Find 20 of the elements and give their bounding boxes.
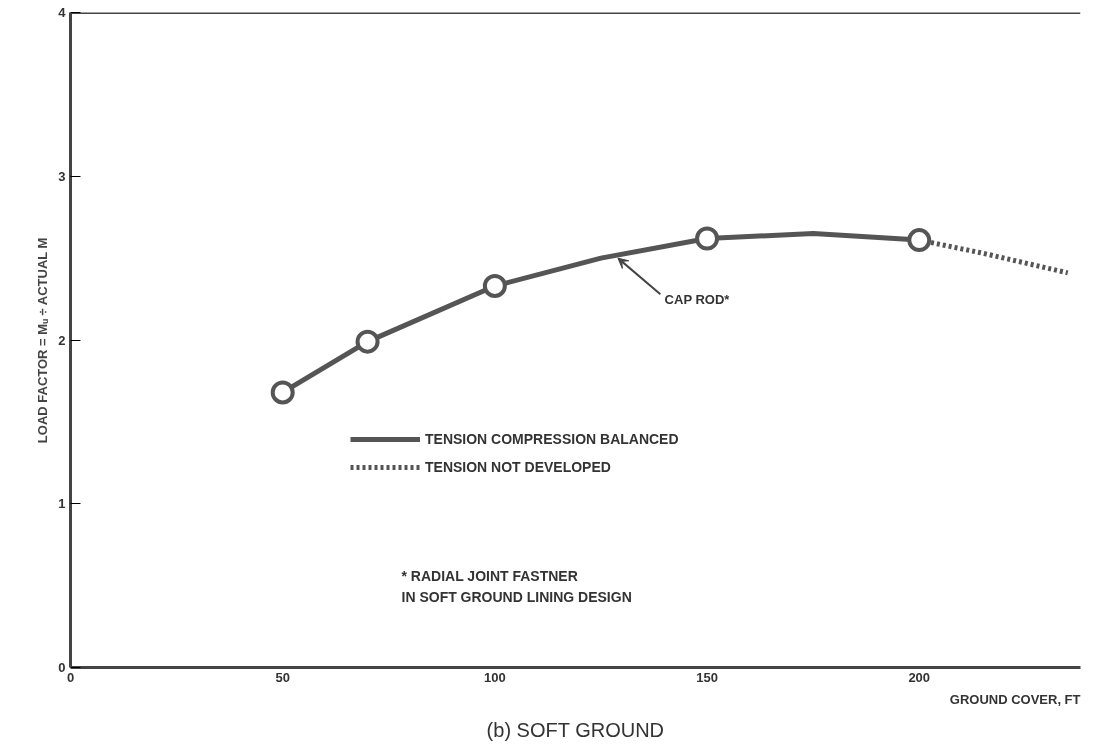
point [355, 329, 380, 354]
annotation: * RADIAL JOINT FASTNER IN SOFT GROUND LINING DESIGN [401, 568, 632, 606]
legend-label: TENSION COMPRESSION BALANCED [425, 431, 679, 447]
text: (b) SOFT GROUND [486, 718, 665, 741]
y-axis-title: LOAD FACTOR = Mᵤ ÷ ACTUAL M [35, 237, 51, 444]
y-tick-label: 3 [58, 168, 66, 184]
x-axis-title: GROUND COVER, FT [949, 691, 1081, 707]
point [270, 380, 295, 405]
legend-label: TENSION NOT DEVELOPED [425, 459, 611, 475]
y-tick-label: 1 [58, 496, 66, 512]
x-tick-label: 50 [275, 669, 290, 685]
point [482, 273, 507, 298]
y-tick-label: 2 [58, 332, 66, 348]
x-tick-label: 200 [908, 669, 931, 685]
x-tick-label: 100 [484, 669, 506, 685]
y-tick-label: 4 [58, 5, 67, 20]
point [907, 228, 932, 253]
annotation: CAP ROD* [664, 292, 731, 308]
point [695, 226, 720, 251]
x-tick-label: 150 [696, 669, 718, 685]
